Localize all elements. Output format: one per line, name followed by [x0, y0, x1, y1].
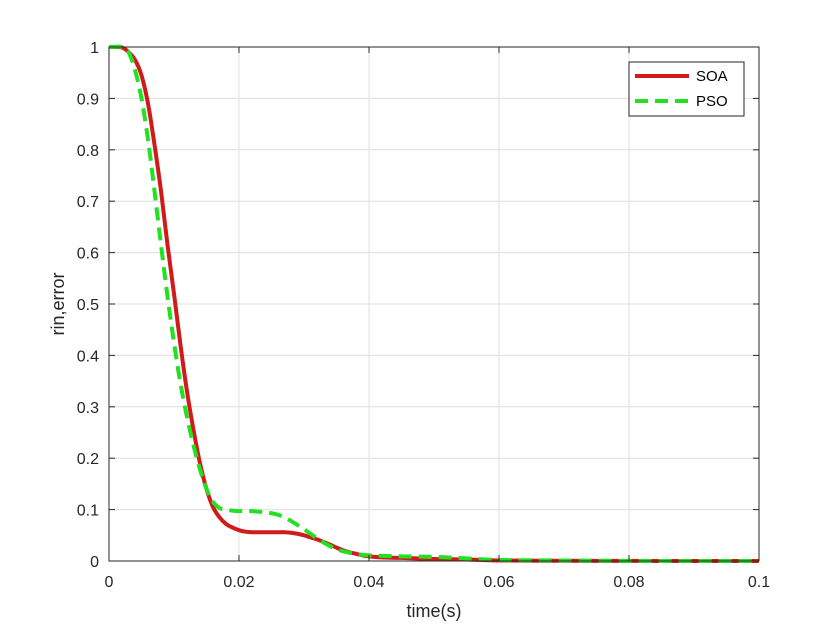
legend: SOA PSO — [628, 61, 745, 117]
legend-label-pso: PSO — [696, 93, 728, 110]
series-line-pso — [108, 44, 759, 564]
y-tick-label: 0.5 — [77, 297, 99, 314]
y-tick-label: 0.4 — [77, 348, 99, 365]
x-tick-label: 0.02 — [223, 574, 254, 591]
x-tick-label: 0 — [105, 574, 114, 591]
x-tick-label: 0.1 — [748, 574, 770, 591]
y-tick-label: 0.9 — [77, 91, 99, 108]
x-tick-label: 0.04 — [353, 574, 384, 591]
legend-label-soa: SOA — [696, 68, 728, 85]
legend-box — [628, 61, 745, 117]
x-tick-label: 0.08 — [613, 574, 644, 591]
y-tick-label: 1 — [90, 40, 99, 57]
y-tick-label: 0.1 — [77, 503, 99, 520]
y-tick-label: 0.2 — [77, 451, 99, 468]
series-layer — [108, 44, 760, 564]
y-tick-label: 0.7 — [77, 194, 99, 211]
y-axis-ticks: 0 0.1 0.2 0.3 0.4 0.5 0.6 0.7 0.8 0.9 1 — [77, 40, 759, 571]
x-axis-label: time(s) — [407, 601, 462, 621]
y-axis-label: rin,error — [48, 272, 68, 335]
y-tick-label: 0.8 — [77, 143, 99, 160]
x-tick-label: 0.06 — [483, 574, 514, 591]
y-tick-label: 0.3 — [77, 400, 99, 417]
y-tick-label: 0.6 — [77, 246, 99, 263]
x-axis-ticks: 0 0.02 0.04 0.06 0.08 0.1 — [105, 47, 770, 591]
y-tick-label: 0 — [90, 554, 99, 571]
